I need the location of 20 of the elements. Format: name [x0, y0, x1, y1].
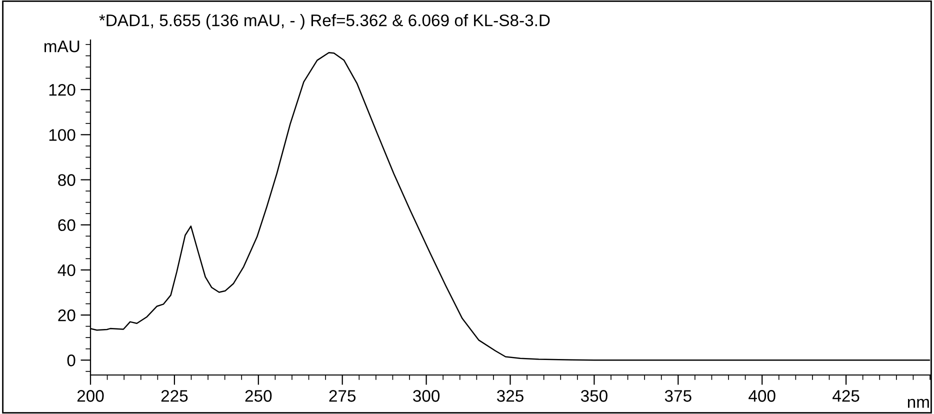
x-tick-label: 200: [77, 390, 104, 402]
chart-title: *DAD1, 5.655 (136 mAU, - ) Ref=5.362 & 6.069 of KL-S8-3.D: [99, 14, 550, 30]
y-tick-label: 20: [58, 309, 76, 322]
x-tick-label: 300: [413, 390, 440, 402]
x-tick-label: 425: [832, 390, 860, 402]
x-tick-label: 350: [580, 390, 608, 402]
x-tick-label: 275: [329, 390, 356, 402]
y-axis-title: mAU: [44, 40, 80, 52]
x-axis-title: nm: [908, 398, 929, 408]
y-tick-label: 0: [67, 354, 76, 366]
x-tick-label: 400: [748, 390, 776, 402]
y-tick-label: 80: [58, 174, 76, 186]
x-tick-label: 325: [496, 390, 524, 402]
y-tick-label: 100: [49, 129, 76, 141]
y-tick-label: 120: [49, 84, 76, 96]
x-tick-label: 375: [664, 390, 692, 402]
x-tick-label: 250: [245, 390, 272, 402]
y-tick-label: 40: [58, 264, 76, 276]
x-tick-label: 225: [161, 390, 188, 402]
y-tick-label: 60: [58, 219, 76, 232]
